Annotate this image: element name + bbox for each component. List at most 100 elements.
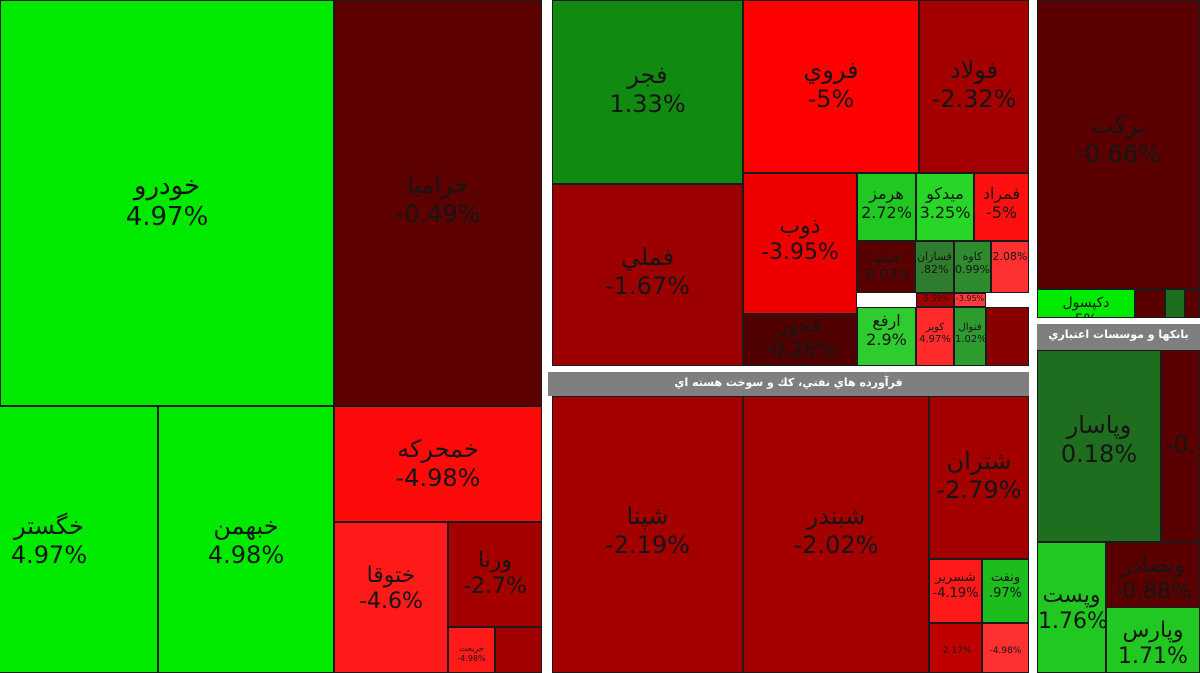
treemap-tile[interactable]: وپاسار 0.18% [1037, 350, 1161, 542]
tile-symbol: فنوال [958, 322, 982, 333]
tile-symbol: ارفع [872, 311, 901, 330]
tile-change: 2.9% [866, 330, 907, 350]
tile-change: 4.97% [125, 202, 209, 233]
tile-change: -5% [807, 84, 855, 113]
treemap-tile[interactable]: ذوب -3.95% [743, 173, 857, 314]
treemap-tile[interactable]: فملي -1.67% [552, 184, 743, 366]
tile-symbol: خزاميا [406, 171, 470, 199]
treemap-tile[interactable]: دكپسول5% [1037, 289, 1135, 318]
sector-header: فرآورده هاي نفتي، كك و سوخت هسته اي [548, 372, 1029, 396]
treemap-tile[interactable]: شتران -2.79% [929, 396, 1029, 559]
tile-change: 0.18% [1060, 439, 1138, 468]
tile-change: -0.88% [1114, 579, 1192, 605]
tile-change: .82% [920, 263, 949, 277]
tile-symbol: فمراد [982, 184, 1021, 203]
tile-change: -2.32% [931, 84, 1017, 113]
treemap-tile[interactable]: -2.17% [929, 623, 982, 673]
treemap-tile[interactable]: خگستر 4.97% [0, 406, 158, 673]
treemap-tile[interactable]: كاوه 0.99% [954, 241, 991, 293]
treemap-tile[interactable]: شپنا -2.19% [552, 396, 743, 673]
treemap-tile[interactable]: فجر 1.33% [552, 0, 743, 184]
treemap-tile[interactable]: خودرو 4.97% [0, 0, 334, 406]
tile-symbol: خگستر [14, 512, 84, 540]
tile-symbol: ذوب [779, 214, 821, 239]
tile-change: -2.02% [793, 530, 879, 559]
tile-symbol: كاوه [962, 250, 983, 263]
treemap-tile[interactable]: ميدكو 3.25% [916, 173, 974, 241]
treemap-tile[interactable]: ونفت .97% [982, 559, 1029, 623]
tile-change: 3.25% [919, 203, 971, 223]
tile-symbol: شتران [946, 447, 1012, 475]
filler-tile [1135, 289, 1165, 318]
tile-symbol: ورنا [477, 548, 513, 573]
tile-change: -1.67% [605, 271, 690, 300]
tile-symbol: خمحركه [397, 435, 479, 463]
tile-change: 5% [1038, 312, 1134, 317]
tile-symbol: فولاد [949, 56, 999, 84]
treemap-tile[interactable]: -3.95% [954, 293, 986, 307]
tile-symbol: شسرير [935, 570, 976, 585]
treemap-tile[interactable]: ورنا -2.7% [448, 522, 542, 627]
filler-tile [495, 627, 542, 673]
tile-change: -0.49% [395, 199, 481, 228]
tile-change: 1.02% [955, 334, 986, 345]
treemap-tile[interactable]: فسازان .82% [915, 241, 954, 293]
tile-change: -2.19% [605, 530, 690, 559]
tile-change: -3.95% [761, 240, 839, 266]
treemap-tile[interactable]: ارفع 2.9% [857, 307, 916, 366]
treemap-tile[interactable]: فروي -5% [743, 0, 919, 173]
tile-symbol: وپاسار [1066, 411, 1132, 439]
tile-change: -4.98% [457, 653, 486, 663]
tile-symbol: فسازان [917, 250, 952, 263]
treemap-tile[interactable]: ختوقا -4.6% [334, 522, 448, 673]
tile-symbol: خريخت [459, 644, 484, 653]
group-separator [542, 366, 1037, 372]
treemap-tile[interactable]: -4.98% [982, 623, 1029, 673]
tile-change: 0.99% [955, 263, 990, 277]
tile-change: -0.66% [1076, 139, 1161, 168]
treemap-tile[interactable]: وپست 1.76% [1037, 542, 1106, 673]
treemap-tile[interactable]: فخوز -0.26% [743, 314, 857, 366]
group-separator [542, 0, 552, 673]
tile-change: -0. [1164, 431, 1197, 459]
treemap-tile[interactable]: فولاد -2.32% [919, 0, 1029, 173]
tile-symbol: كوير [925, 322, 945, 333]
tile-change: 2.72% [861, 203, 912, 223]
tile-change: -4.98% [395, 463, 481, 492]
treemap-tile[interactable]: وپارس 1.71% [1106, 607, 1200, 673]
treemap-tile[interactable]: فمراد -5% [974, 173, 1029, 241]
filler-tile [986, 307, 1029, 366]
tile-symbol: خبهمن [213, 512, 279, 540]
treemap-tile[interactable]: -5.59% [916, 293, 954, 307]
treemap-tile[interactable]: خريخت -4.98% [448, 627, 495, 673]
tile-symbol: ميدكو [926, 184, 964, 203]
tile-symbol: خودرو [133, 171, 201, 201]
treemap-tile[interactable]: فنوال 1.02% [954, 307, 986, 366]
treemap-tile[interactable]: كوير 4.97% [916, 307, 954, 366]
tile-change: -4.98% [989, 646, 1022, 656]
tile-symbol: فخوز [778, 314, 822, 337]
tile-symbol: هرمز [869, 184, 904, 203]
treemap-tile[interactable]: بركت -0.66% [1037, 0, 1200, 289]
tile-change: -3.95% [955, 294, 985, 303]
treemap-tile[interactable]: خمحركه -4.98% [334, 406, 542, 522]
tile-change: -2.7% [463, 574, 527, 600]
treemap-tile[interactable]: شبندر -2.02% [743, 396, 929, 673]
tile-symbol: وبصادر [1121, 553, 1185, 578]
tile-change: 1.33% [609, 89, 686, 118]
treemap-tile[interactable]: شسرير -4.19% [929, 559, 982, 623]
treemap-tile[interactable]: -0. [1161, 350, 1200, 542]
tile-change: -0.26% [764, 337, 836, 361]
treemap-tile[interactable]: فسپا -0.03% [857, 241, 915, 293]
treemap-tile[interactable]: هرمز 2.72% [857, 173, 916, 241]
filler-tile [1165, 289, 1185, 318]
tile-symbol: ونفت [990, 570, 1021, 585]
treemap-tile[interactable]: خزاميا -0.49% [334, 0, 542, 406]
tile-symbol: شپنا [626, 502, 669, 530]
treemap-tile[interactable]: 2.08% [991, 241, 1029, 293]
tile-symbol: شبندر [806, 502, 866, 530]
tile-symbol: فروي [803, 56, 859, 84]
treemap-tile[interactable]: خبهمن 4.98% [158, 406, 334, 673]
tile-change: 4.98% [207, 540, 285, 569]
